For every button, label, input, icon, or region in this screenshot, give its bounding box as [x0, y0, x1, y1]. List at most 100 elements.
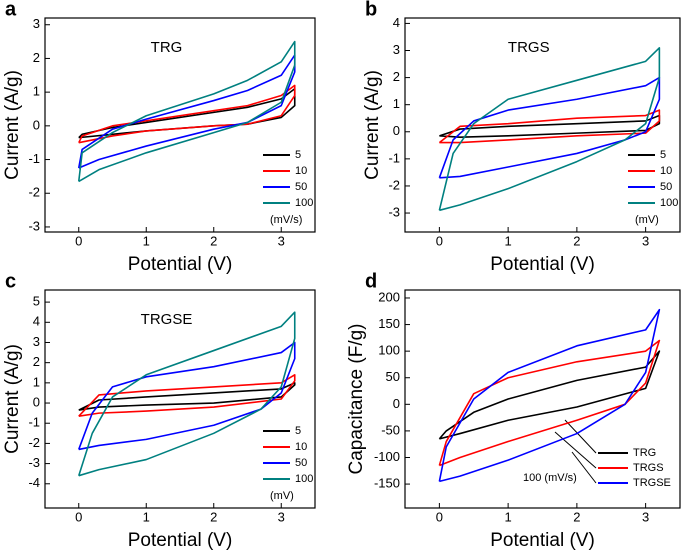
- annotation: 100 (mV/s): [523, 472, 577, 484]
- y-axis-label: Current (A/g): [2, 70, 23, 180]
- panel-title: TRG: [151, 39, 183, 56]
- legend-note: (mV/s): [270, 214, 302, 226]
- cv-curve: [438, 308, 661, 483]
- y-tick-label: 1: [33, 84, 40, 99]
- y-tick-label: 2: [393, 69, 400, 84]
- legend-note: (mV): [635, 214, 659, 226]
- y-tick-label: -2: [28, 185, 40, 200]
- x-tick-label: 2: [573, 509, 580, 524]
- cv-curve: [438, 350, 661, 440]
- arrow: [571, 451, 597, 484]
- x-tick-label: 2: [210, 509, 217, 524]
- plot-frame: [44, 289, 316, 509]
- y-tick-label: 3: [33, 334, 40, 349]
- legend-label: 50: [660, 181, 672, 193]
- legend-label: TRGS: [633, 462, 664, 474]
- x-tick-label: 1: [143, 509, 150, 524]
- y-tick-label: -150: [374, 476, 400, 491]
- legend-label: 5: [295, 149, 301, 161]
- plot-frame: [44, 17, 316, 233]
- y-axis-label: Current (A/g): [2, 344, 23, 454]
- legend-label: 5: [660, 149, 666, 161]
- legend-label: 100: [660, 197, 678, 209]
- y-tick-label: 2: [33, 50, 40, 65]
- y-tick-label: 0: [393, 123, 400, 138]
- y-tick-label: -3: [28, 218, 40, 233]
- plot-frame: [404, 17, 681, 233]
- y-tick-label: -50: [381, 422, 400, 437]
- panel-title: TRGS: [508, 39, 550, 56]
- cv-curve: [77, 40, 296, 183]
- y-tick-label: 3: [33, 16, 40, 31]
- y-tick-label: 50: [386, 369, 400, 384]
- legend-label: 100: [295, 197, 313, 209]
- legend-label: 50: [295, 457, 307, 469]
- arrow: [564, 419, 597, 454]
- cv-curve: [78, 382, 296, 411]
- y-tick-label: 4: [33, 314, 40, 329]
- x-tick-label: 0: [75, 509, 82, 524]
- y-tick-label: -2: [28, 435, 40, 450]
- y-tick-label: -1: [28, 415, 40, 430]
- y-tick-label: 150: [378, 316, 400, 331]
- y-tick-label: 1: [393, 96, 400, 111]
- arrows: [554, 419, 597, 484]
- x-tick-label: 1: [505, 509, 512, 524]
- y-tick-label: 100: [378, 343, 400, 358]
- legend-label: 100: [295, 473, 313, 485]
- cv-curve: [438, 109, 661, 144]
- plot-frame: [404, 289, 681, 509]
- y-tick-label: 3: [393, 42, 400, 57]
- y-axis-label: Current (A/g): [362, 70, 383, 180]
- legend-label: 10: [295, 165, 307, 177]
- x-tick-label: 1: [505, 233, 512, 248]
- legend-label: 5: [295, 425, 301, 437]
- legend-label: TRGSE: [633, 477, 671, 489]
- y-axis-label: Capacitance (F/g): [346, 323, 367, 474]
- y-tick-label: 5: [33, 294, 40, 309]
- cv-curve: [78, 84, 296, 144]
- legend-label: 10: [295, 441, 307, 453]
- y-tick-label: 0: [33, 117, 40, 132]
- panel-letter: a: [5, 0, 17, 20]
- y-tick-label: -1: [388, 150, 400, 165]
- legend-note: (mV): [270, 490, 294, 502]
- cv-curve: [77, 311, 296, 477]
- panel-letter: d: [365, 270, 377, 292]
- y-tick-label: -4: [28, 475, 40, 490]
- y-tick-label: 1: [33, 374, 40, 389]
- y-tick-label: -100: [374, 449, 400, 464]
- cv-curve: [78, 341, 296, 451]
- x-tick-label: 0: [436, 509, 443, 524]
- y-tick-label: -2: [388, 177, 400, 192]
- x-tick-label: 1: [143, 233, 150, 248]
- y-tick-label: -1: [28, 151, 40, 166]
- x-tick-label: 3: [278, 509, 285, 524]
- panel-title: TRGSE: [141, 311, 193, 328]
- x-tick-label: 3: [278, 233, 285, 248]
- x-axis-label: Potential (V): [490, 254, 595, 275]
- y-tick-label: -3: [28, 455, 40, 470]
- x-axis-label: Potential (V): [128, 530, 233, 551]
- x-axis-label: Potential (V): [128, 254, 233, 275]
- x-tick-label: 0: [75, 233, 82, 248]
- y-tick-label: 0: [33, 394, 40, 409]
- y-tick-label: 0: [393, 396, 400, 411]
- cv-curve: [438, 339, 661, 467]
- x-tick-label: 2: [210, 233, 217, 248]
- y-tick-label: 200: [378, 289, 400, 304]
- y-tick-label: 4: [393, 15, 400, 30]
- x-tick-label: 3: [642, 509, 649, 524]
- panel-letter: c: [5, 270, 16, 292]
- cv-curve: [78, 373, 296, 417]
- y-tick-label: 2: [33, 354, 40, 369]
- legend-label: 50: [295, 181, 307, 193]
- arrow: [554, 431, 597, 469]
- legend-label: 10: [660, 165, 672, 177]
- y-tick-label: -3: [388, 204, 400, 219]
- x-tick-label: 3: [642, 233, 649, 248]
- cv-curve: [438, 47, 661, 212]
- x-axis-label: Potential (V): [490, 530, 595, 551]
- x-tick-label: 2: [573, 233, 580, 248]
